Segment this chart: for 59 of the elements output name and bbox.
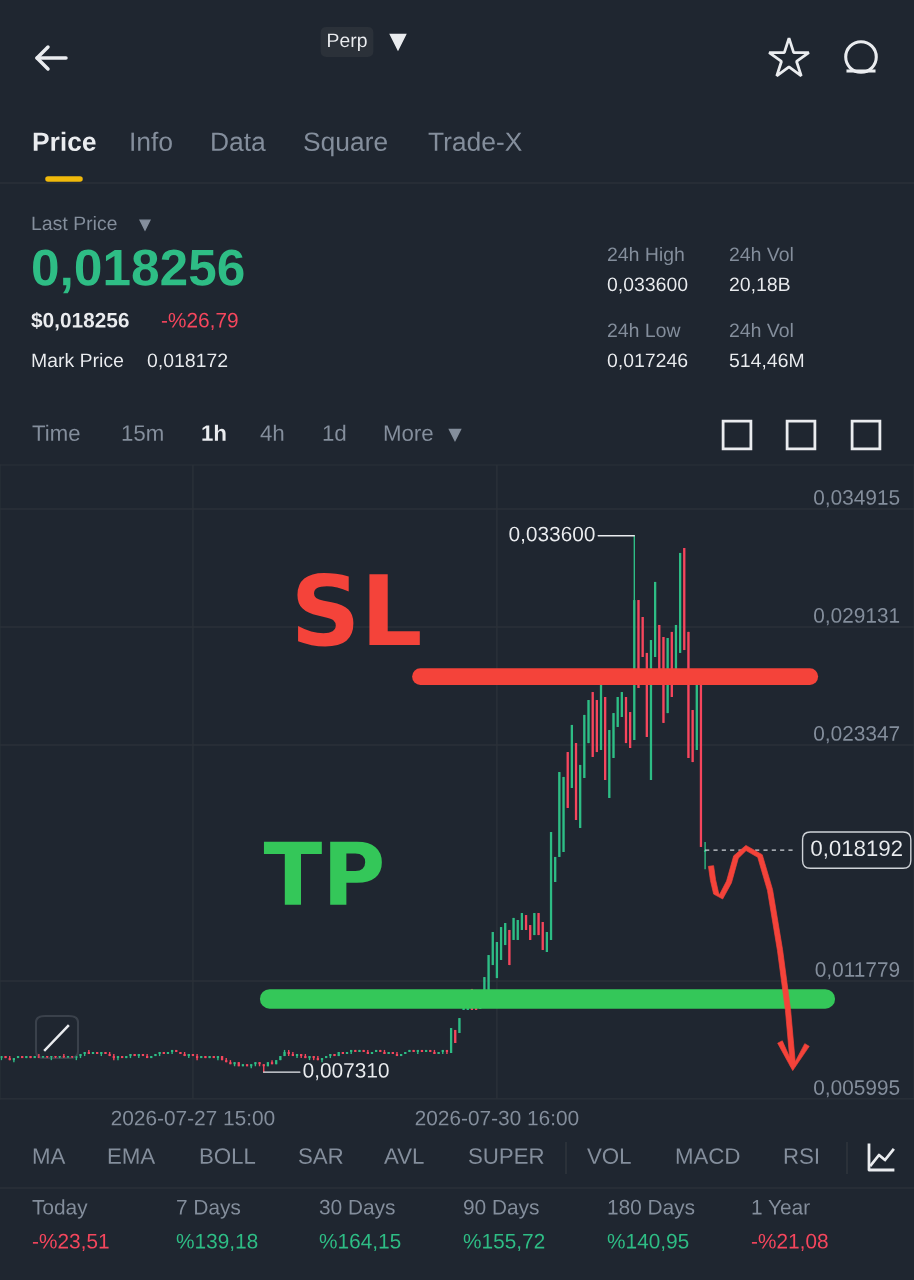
text: 24h Vol — [729, 246, 793, 262]
text: AVL — [384, 1148, 424, 1164]
text: -%21,08 — [751, 1233, 828, 1252]
text: Price — [33, 131, 96, 152]
annotation: 0,033600 — [509, 526, 595, 544]
text: 90 Days — [463, 1199, 539, 1219]
text: Info — [131, 131, 172, 152]
text: 24h Vol — [729, 322, 793, 338]
y-tick-label: 0,023347 — [814, 726, 900, 744]
text: -%26,79 — [161, 312, 238, 331]
text: Time — [32, 424, 80, 441]
text: MACD — [676, 1148, 740, 1164]
text: 514,46M — [729, 353, 804, 370]
text: SUPER — [469, 1148, 544, 1164]
text: BOLL — [200, 1148, 256, 1164]
text: EMA — [108, 1148, 156, 1164]
text: %139,18 — [176, 1233, 258, 1252]
text: SAR — [299, 1148, 343, 1164]
x-tick-label: 2026-07-27 15:00 — [111, 1110, 275, 1126]
x-tick-label: 2026-07-30 16:00 — [415, 1110, 579, 1126]
text: 0,033600 — [607, 277, 688, 294]
text: $0,018256 — [31, 311, 129, 331]
text: %164,15 — [319, 1233, 401, 1252]
text: 180 Days — [608, 1199, 695, 1219]
text: 0,018172 — [147, 353, 228, 370]
text: 24h Low — [607, 322, 681, 338]
y-tick-label: 0,029131 — [814, 608, 900, 626]
text: 1d — [323, 424, 346, 441]
text: 15m — [122, 425, 163, 441]
text: -%23,51 — [32, 1233, 109, 1252]
text: 1h — [202, 424, 226, 441]
ref-line-label: SL — [297, 572, 420, 647]
y-tick-label: 0,011779 — [815, 962, 900, 980]
text: %155,72 — [463, 1233, 545, 1252]
text: Data — [212, 132, 266, 152]
text: 0,017246 — [607, 353, 688, 370]
text: More — [384, 425, 433, 441]
y-tick-label: 0,034915 — [814, 490, 900, 508]
text: Today — [32, 1199, 88, 1219]
ref-line-label: 0,018192 — [811, 840, 902, 859]
text: Square — [304, 132, 387, 157]
text: 7 Days — [177, 1200, 241, 1219]
text: RSI — [784, 1148, 818, 1164]
text: 4h — [260, 424, 284, 441]
text: Trade-X — [428, 131, 522, 152]
text: MA — [33, 1148, 66, 1164]
annotation: 0,007310 — [303, 1063, 389, 1081]
text: 30 Days — [319, 1199, 395, 1219]
text: VOL — [587, 1148, 631, 1164]
text: Perp — [328, 33, 367, 52]
text: 24h High — [607, 246, 684, 266]
text: %140,95 — [607, 1233, 689, 1252]
text: 0,018256 — [33, 249, 244, 294]
text: Last Price — [32, 215, 117, 231]
text: 1 Year — [752, 1200, 810, 1215]
ref-line-label: TP — [263, 841, 382, 905]
text: 20,18B — [729, 277, 790, 294]
y-tick-label: 0,005995 — [814, 1080, 900, 1098]
text: Mark Price — [32, 352, 124, 368]
